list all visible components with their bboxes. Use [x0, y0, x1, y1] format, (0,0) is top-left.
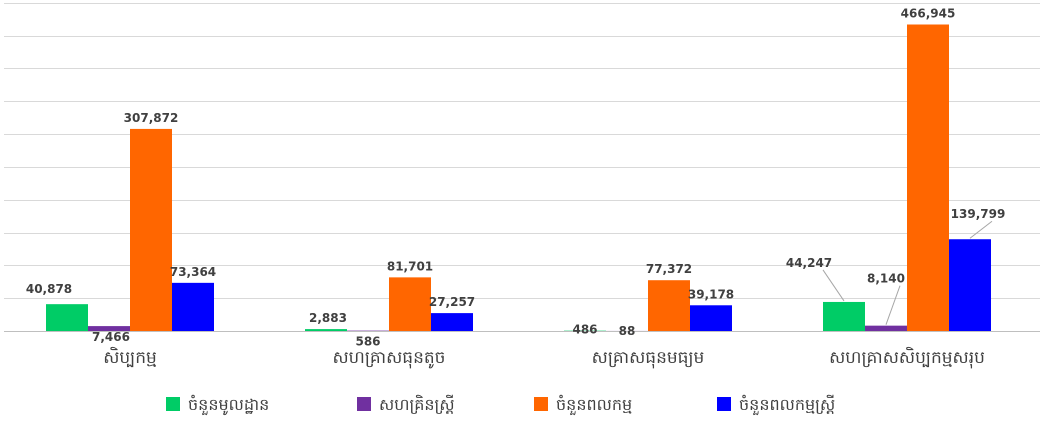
data-label: 139,799	[951, 207, 1006, 221]
data-label: 73,364	[170, 265, 216, 279]
legend-label: ចំនួនពលកម្មស្ត្រី	[739, 394, 835, 416]
bar	[88, 326, 130, 331]
data-labels: 40,878 2,883 486 44,247 7,466 586 88 8,140 307,8…	[26, 7, 1005, 349]
data-label: 486	[572, 323, 597, 337]
bar	[46, 304, 88, 331]
category-labels: សិប្បកម្ម សហគ្រាសធុនតូច សគ្រាសធុនមធ្យម សហគ្…	[103, 346, 985, 369]
category-label: សគ្រាសធុនមធ្យម	[592, 348, 705, 369]
data-label: 7,466	[92, 330, 130, 344]
data-label: 586	[355, 335, 380, 349]
bar	[305, 329, 347, 331]
data-label: 77,372	[646, 262, 692, 276]
legend: ចំនួនមូលដ្ឋាន សហគ្រិនស្ត្រី ចំនួនពលកម្ម ចំន…	[166, 394, 835, 416]
legend-label: សហគ្រិនស្ត្រី	[379, 394, 455, 414]
bar	[690, 305, 732, 331]
leader-line	[885, 285, 901, 325]
data-label: 307,872	[124, 111, 179, 125]
legend-label: ចំនួនពលកម្ម	[556, 394, 632, 416]
data-label: 2,883	[309, 311, 347, 325]
bar	[907, 24, 949, 331]
legend-label: ចំនួនមូលដ្ឋាន	[188, 394, 269, 416]
bar	[172, 282, 214, 331]
category-label: សហគ្រាសសិប្បកម្មសរុប	[829, 346, 985, 369]
data-label: 466,945	[901, 7, 956, 21]
data-label: 40,878	[26, 282, 72, 296]
bar	[648, 280, 690, 331]
data-label: 27,257	[429, 295, 475, 309]
data-label: 44,247	[786, 256, 832, 270]
leader-line	[969, 220, 993, 239]
category-label: សហគ្រាសធុនតូច	[333, 348, 446, 369]
gridlines	[4, 3, 1040, 332]
category-label: សិប្បកម្ម	[103, 346, 157, 368]
data-label: 81,701	[387, 259, 433, 273]
bar	[823, 301, 865, 331]
leader-line	[822, 269, 845, 302]
legend-swatch	[166, 397, 180, 411]
bar	[949, 239, 991, 331]
data-label: 8,140	[867, 272, 905, 286]
bar	[130, 128, 172, 331]
legend-swatch	[357, 397, 371, 411]
legend-swatch	[717, 397, 731, 411]
legend-swatch	[534, 397, 548, 411]
bar	[865, 325, 907, 331]
bars	[46, 24, 991, 331]
bar	[389, 277, 431, 331]
bar	[431, 313, 473, 331]
data-label: 39,178	[688, 287, 734, 301]
data-label: 88	[619, 324, 636, 338]
